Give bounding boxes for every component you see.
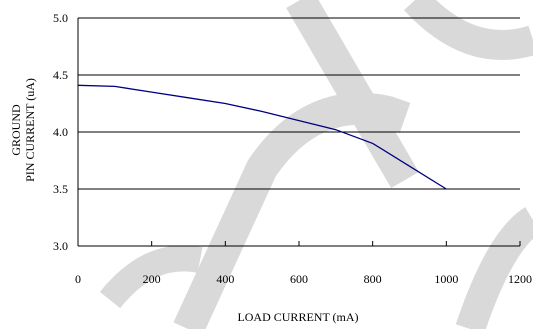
x-tick-label-4: 800 xyxy=(364,272,382,286)
tick-labels: 3.0 3.5 4.0 4.5 5.0 0 200 400 600 800 1000 1200 xyxy=(53,11,532,286)
y-tick-label-1: 3.5 xyxy=(53,182,68,196)
y-tick-label-0: 3.0 xyxy=(53,239,68,253)
x-tick-label-3: 600 xyxy=(290,272,308,286)
watermark-stroke-top-right xyxy=(403,0,533,60)
watermark-graphic xyxy=(99,0,533,329)
watermark-stroke-bottom-right xyxy=(455,207,533,329)
y-axis-title: GROUND PIN CURRENT (uA) xyxy=(9,78,37,182)
series-group xyxy=(77,84,447,190)
y-tick-label-2: 4.0 xyxy=(53,125,68,139)
y-tick-label-3: 4.5 xyxy=(53,68,68,82)
grid-lines xyxy=(78,17,520,190)
y-axis-title-line-1: GROUND xyxy=(9,104,23,156)
y-tick-label-4: 5.0 xyxy=(53,11,68,25)
axes xyxy=(77,18,521,247)
x-tick-label-5: 1000 xyxy=(434,272,458,286)
watermark-stroke-left xyxy=(99,245,203,309)
x-tick-label-0: 0 xyxy=(75,272,81,286)
y-axis-title-line-2: PIN CURRENT (uA) xyxy=(23,78,37,182)
x-tick-label-6: 1200 xyxy=(508,272,532,286)
series-line-0 xyxy=(77,84,447,190)
watermark-stroke-t xyxy=(286,0,419,189)
x-tick-label-2: 400 xyxy=(216,272,234,286)
x-tick-label-1: 200 xyxy=(143,272,161,286)
x-axis-title: LOAD CURRENT (mA) xyxy=(237,310,358,324)
